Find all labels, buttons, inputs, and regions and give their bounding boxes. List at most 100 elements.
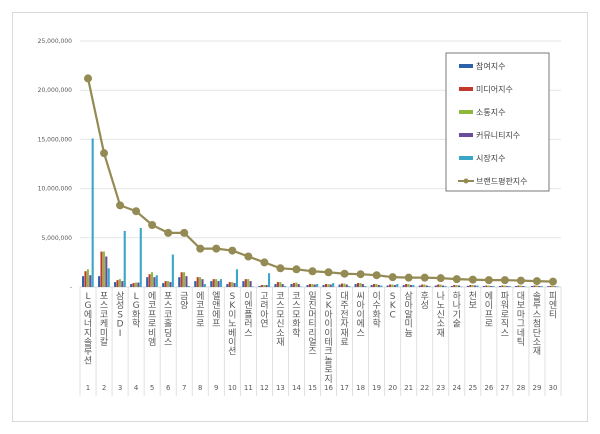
bar-시장지수 (332, 283, 335, 287)
bar-커뮤니티지수 (474, 285, 477, 287)
rank-label: 16 (324, 384, 333, 392)
rank-label: 14 (292, 384, 301, 392)
bar-커뮤니티지수 (281, 284, 284, 287)
line-point (148, 221, 157, 230)
bar-미디어지수 (501, 285, 504, 287)
bar-커뮤니티지수 (137, 282, 140, 287)
bar-시장지수 (139, 227, 142, 287)
bar-소통지수 (391, 284, 394, 287)
rank-label: 3 (118, 384, 122, 392)
rank-label: 20 (388, 384, 397, 392)
bar-미디어지수 (533, 285, 536, 287)
line-point (340, 269, 349, 278)
line-point (324, 268, 333, 277)
bar-참여지수 (258, 286, 261, 287)
rank-label: 19 (372, 384, 381, 392)
rank-label: 24 (452, 384, 461, 392)
bar-참여지수 (466, 285, 469, 287)
bar-커뮤니티지수 (329, 284, 332, 287)
bar-커뮤니티지수 (121, 281, 124, 287)
bar-참여지수 (498, 286, 501, 287)
bar-미디어지수 (132, 283, 135, 287)
rank-label: 27 (500, 384, 509, 392)
bar-소통지수 (551, 285, 554, 287)
legend-swatch (459, 64, 473, 68)
bar-소통지수 (215, 279, 218, 287)
bar-참여지수 (82, 276, 85, 287)
bar-커뮤니티지수 (554, 286, 557, 287)
bar-소통지수 (343, 283, 346, 287)
rank-label: 11 (244, 384, 253, 392)
bar-커뮤니티지수 (201, 279, 204, 287)
legend-box (445, 52, 550, 192)
rank-label: 4 (134, 384, 139, 392)
line-point (228, 246, 237, 255)
bar-소통지수 (423, 284, 426, 287)
legend-label: 소통지수 (476, 108, 505, 117)
bar-소통지수 (199, 277, 202, 287)
bar-커뮤니티지수 (457, 285, 461, 287)
legend-marker (463, 178, 469, 184)
line-point (196, 244, 205, 253)
rank-label: 28 (516, 384, 525, 392)
legend-swatch (459, 156, 473, 160)
bar-참여지수 (242, 281, 245, 287)
bar-미디어지수 (373, 284, 376, 287)
line-point (484, 276, 493, 285)
bar-소통지수 (102, 251, 105, 287)
bar-커뮤니티지수 (233, 283, 236, 287)
bar-미디어지수 (549, 285, 552, 287)
bar-참여지수 (482, 286, 485, 287)
bar-참여지수 (162, 283, 165, 287)
bar-미디어지수 (421, 284, 424, 287)
bar-참여지수 (290, 284, 293, 287)
bar-시장지수 (380, 285, 383, 287)
line-point (500, 276, 509, 285)
line-point (308, 267, 317, 276)
bar-참여지수 (146, 277, 149, 287)
bar-시장지수 (235, 269, 239, 287)
bar-소통지수 (247, 279, 250, 287)
line-point (420, 273, 429, 282)
bar-소통지수 (150, 272, 154, 287)
line-point (260, 258, 269, 267)
bar-미디어지수 (453, 285, 456, 287)
bar-참여지수 (98, 276, 101, 287)
line-point (548, 277, 557, 286)
bar-커뮤니티지수 (377, 285, 380, 287)
bar-커뮤니티지수 (185, 276, 188, 287)
rank-label: 29 (532, 384, 541, 392)
rank-label: 21 (404, 384, 413, 392)
bar-미디어지수 (324, 284, 328, 287)
bar-커뮤니티지수 (345, 284, 348, 287)
bar-시장지수 (364, 286, 367, 287)
bar-미디어지수 (196, 277, 199, 287)
bar-시장지수 (428, 286, 431, 287)
bar-미디어지수 (276, 282, 279, 287)
bar-참여지수 (274, 284, 277, 287)
bar-참여지수 (370, 285, 373, 287)
bar-커뮤니티지수 (538, 286, 541, 287)
bar-소통지수 (118, 279, 121, 287)
y-tick-label: 15,000,000 (38, 136, 73, 143)
bar-소통지수 (487, 285, 490, 287)
bar-시장지수 (348, 286, 351, 287)
bar-참여지수 (354, 284, 357, 287)
bar-미디어지수 (469, 285, 472, 287)
line-point (244, 252, 253, 261)
bar-소통지수 (327, 284, 330, 287)
bar-소통지수 (231, 282, 234, 287)
bar-미디어지수 (308, 284, 311, 287)
